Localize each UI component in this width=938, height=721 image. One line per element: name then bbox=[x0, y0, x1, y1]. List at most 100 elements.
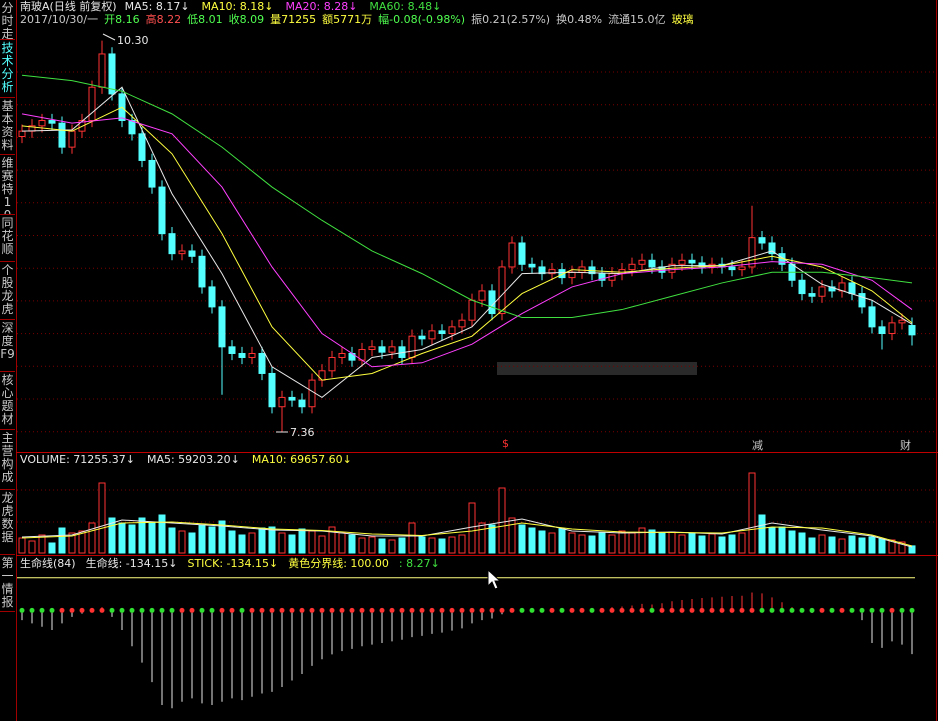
signal-dot bbox=[819, 607, 825, 613]
candle-body bbox=[228, 346, 236, 354]
signal-dot bbox=[689, 607, 695, 613]
candle-body bbox=[558, 269, 566, 279]
candle-body bbox=[368, 346, 376, 350]
volume-bar bbox=[858, 537, 866, 554]
volume-bar bbox=[818, 534, 826, 554]
event-marker: 财 bbox=[900, 439, 911, 452]
signal-dot bbox=[429, 607, 435, 613]
signal-dot bbox=[49, 607, 55, 613]
side-tab[interactable]: 第一情报 bbox=[0, 555, 15, 612]
volume-bar bbox=[28, 540, 36, 554]
signal-dot bbox=[419, 607, 425, 613]
signal-dot bbox=[699, 607, 705, 613]
side-tab[interactable]: 龙虎数据 bbox=[0, 490, 15, 555]
side-tab[interactable]: 核心题材 bbox=[0, 372, 15, 430]
volume-bar bbox=[228, 530, 236, 554]
signal-dot bbox=[669, 607, 675, 613]
side-tab[interactable]: 个股龙虎 bbox=[0, 262, 15, 320]
event-marker: 减 bbox=[752, 439, 763, 452]
signal-dot bbox=[159, 607, 165, 613]
signal-dot bbox=[479, 607, 485, 613]
signal-dot bbox=[369, 607, 375, 613]
signal-dot bbox=[519, 607, 525, 613]
side-tab[interactable]: 技术分析 bbox=[0, 40, 15, 98]
signal-dot bbox=[189, 607, 195, 613]
indicator-legend: 生命线(84) 生命线: -134.15↓ STICK: -134.15↓ 黄色分界线… bbox=[20, 557, 440, 570]
ma-label: MA10: 8.18↓ bbox=[201, 0, 274, 13]
volume-bar bbox=[878, 538, 886, 554]
signal-dot bbox=[579, 607, 585, 613]
side-tab[interactable]: 分时走势 bbox=[0, 1, 15, 40]
volume-bar bbox=[98, 482, 106, 554]
side-tab[interactable]: 基本资料 bbox=[0, 98, 15, 155]
volume-bar bbox=[548, 532, 556, 554]
volume-bar bbox=[88, 522, 96, 554]
candle-body bbox=[128, 120, 136, 135]
candle-body bbox=[528, 263, 536, 268]
signal-dot bbox=[319, 607, 325, 613]
volume-bar bbox=[738, 532, 746, 554]
side-tab[interactable]: 同花顺 bbox=[0, 215, 15, 262]
signal-dot bbox=[259, 607, 265, 613]
volume-bar bbox=[508, 517, 516, 554]
volume-legend: VOLUME: 71255.37↓ MA5: 59203.20↓ MA10: 696… bbox=[20, 453, 352, 466]
volume-bar bbox=[608, 534, 616, 554]
candle-body bbox=[688, 259, 696, 264]
candle-body bbox=[98, 53, 106, 88]
signal-dot bbox=[109, 607, 115, 613]
ma-line bbox=[21, 86, 913, 399]
volume-bar bbox=[108, 517, 116, 554]
header-row: 南玻A(日线 前复权) MA5: 8.17↓ MA10: 8.18↓ MA20: 8… bbox=[20, 0, 441, 13]
info-item: 流通15.0亿 bbox=[608, 13, 666, 26]
side-tab[interactable]: 深度F9 bbox=[0, 320, 15, 372]
volume-bar bbox=[208, 526, 216, 554]
volume-bar bbox=[688, 532, 696, 554]
signal-dot bbox=[559, 607, 565, 613]
volume-bar bbox=[728, 534, 736, 554]
candle-body bbox=[878, 326, 886, 335]
candle-body bbox=[628, 263, 636, 271]
candle-body bbox=[378, 346, 386, 353]
signal-dot bbox=[759, 607, 765, 613]
signal-dot bbox=[309, 607, 315, 613]
volume-bar bbox=[238, 534, 246, 554]
candle-body bbox=[598, 273, 606, 281]
info-row: 2017/10/30/一 开8.16 高8.22 低8.01 收8.09 量71255 额5… bbox=[20, 13, 694, 26]
signal-dot bbox=[389, 607, 395, 613]
volume-bar bbox=[248, 532, 256, 554]
mouse-cursor bbox=[487, 568, 502, 590]
candle-body bbox=[898, 319, 906, 324]
volume-bar bbox=[588, 535, 596, 554]
signal-dot bbox=[349, 607, 355, 613]
volume-bar bbox=[808, 537, 816, 554]
signal-dot bbox=[599, 607, 605, 613]
signal-dot bbox=[99, 607, 105, 613]
volume-bar bbox=[598, 532, 606, 554]
info-item: 量71255 bbox=[270, 13, 317, 26]
info-item: 开8.16 bbox=[104, 13, 140, 26]
side-tab[interactable]: 维赛特10 bbox=[0, 156, 15, 215]
candle-body bbox=[748, 237, 756, 268]
volume-bar bbox=[288, 534, 296, 554]
signal-dot bbox=[269, 607, 275, 613]
signal-dot bbox=[299, 607, 305, 613]
volume-bar bbox=[718, 536, 726, 554]
signal-dot bbox=[619, 607, 625, 613]
info-item: 幅-0.08(-0.98%) bbox=[378, 13, 466, 26]
candle-body bbox=[388, 346, 396, 353]
ma-label: MA20: 8.28↓ bbox=[285, 0, 358, 13]
candle-body bbox=[148, 159, 156, 188]
signal-dot bbox=[339, 607, 345, 613]
candle-body bbox=[138, 133, 146, 161]
side-tab[interactable]: 主营构成 bbox=[0, 430, 15, 490]
signal-dot bbox=[239, 607, 245, 613]
volume-bar bbox=[418, 536, 426, 554]
signal-dot bbox=[629, 607, 635, 613]
signal-dot bbox=[889, 607, 895, 613]
candle-body bbox=[18, 130, 26, 137]
candle-body bbox=[248, 352, 256, 358]
candle-body bbox=[808, 293, 816, 297]
volume-bar bbox=[158, 514, 166, 554]
